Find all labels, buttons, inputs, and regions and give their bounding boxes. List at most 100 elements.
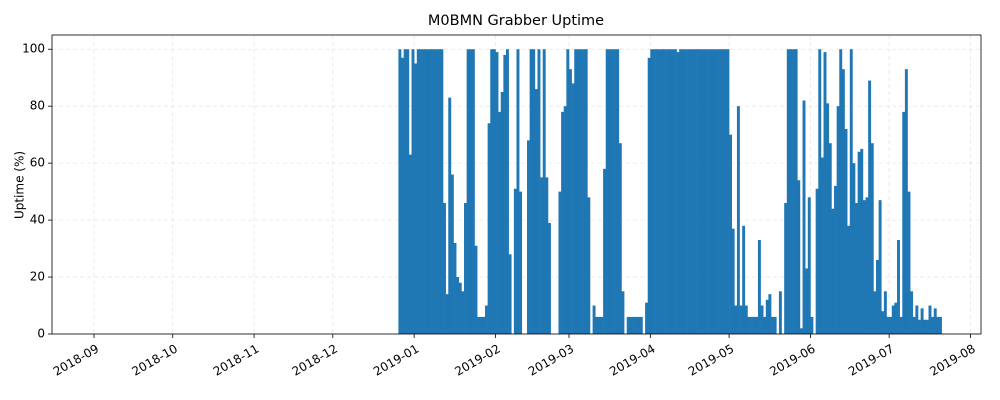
y-axis-label: Uptime (%) [13, 151, 27, 219]
bar [613, 49, 617, 334]
bar [799, 328, 803, 334]
x-tick-label: 2019-04 [607, 342, 657, 379]
bar [563, 106, 567, 334]
bar [532, 49, 536, 334]
bar [561, 111, 565, 334]
bar [668, 49, 672, 334]
bar [826, 103, 830, 334]
bar [600, 316, 604, 334]
bar [705, 49, 709, 334]
bar [673, 49, 677, 334]
bar [834, 185, 837, 334]
bar [873, 291, 877, 334]
bar [881, 311, 885, 334]
bar [815, 188, 819, 334]
bar [757, 240, 761, 334]
bar [406, 49, 410, 334]
bar [603, 168, 607, 334]
bar [660, 49, 664, 334]
bar [923, 319, 927, 334]
bar [681, 49, 685, 334]
bar [490, 49, 494, 334]
bar [498, 111, 502, 334]
bar [547, 222, 551, 334]
bar [899, 316, 903, 334]
bar [616, 49, 620, 334]
bar [639, 316, 643, 334]
bar [818, 49, 822, 334]
bar [891, 305, 895, 334]
bar [844, 128, 848, 334]
bar [424, 49, 428, 334]
x-tick-label: 2019-08 [927, 342, 977, 379]
bar [865, 197, 869, 334]
bar [794, 49, 798, 334]
bar [448, 97, 452, 335]
bar [920, 308, 924, 334]
bar [925, 319, 929, 334]
bar [763, 316, 767, 334]
bar [860, 148, 864, 334]
bar [676, 52, 680, 334]
bar [450, 174, 454, 334]
bar [700, 49, 704, 334]
chart-title: M0BMN Grabber Uptime [428, 13, 604, 29]
bar [849, 49, 853, 334]
bar [687, 49, 691, 334]
bar [694, 49, 698, 334]
y-tick-label: 80 [30, 99, 45, 113]
bar [435, 49, 439, 334]
bar [652, 49, 656, 334]
x-tick-label: 2019-01 [371, 342, 421, 379]
bar [689, 49, 693, 334]
bar [904, 69, 908, 335]
bar [928, 305, 932, 334]
bar [440, 49, 444, 334]
bar [765, 299, 769, 334]
bar [464, 203, 467, 334]
y-tick-label: 100 [22, 42, 45, 56]
bar [721, 49, 725, 334]
bar [936, 316, 940, 334]
bar [773, 316, 777, 334]
bar [897, 240, 900, 334]
bar [568, 69, 572, 335]
bar [912, 316, 916, 334]
bar [810, 316, 814, 334]
bar [715, 49, 719, 334]
bar [868, 80, 872, 334]
bar [876, 259, 879, 334]
bar [918, 319, 921, 334]
bar [739, 305, 743, 334]
bar [823, 52, 827, 334]
bar [645, 302, 649, 334]
bar [857, 151, 861, 334]
bar [403, 49, 407, 334]
bar [508, 254, 512, 334]
bar [519, 191, 523, 334]
bar [608, 49, 612, 334]
bar [487, 123, 491, 335]
bar [747, 316, 751, 334]
bar [755, 316, 759, 334]
bar [889, 316, 893, 334]
bar [443, 203, 446, 334]
bar [432, 49, 436, 334]
bar [566, 49, 570, 334]
bar [422, 49, 425, 334]
bar [482, 316, 486, 334]
y-tick-label: 40 [30, 213, 45, 227]
bar [731, 228, 735, 334]
bar [666, 49, 670, 334]
bar [797, 180, 801, 334]
bar [910, 291, 914, 334]
bar [542, 49, 546, 334]
bar [495, 52, 499, 334]
bar [697, 49, 701, 334]
bar [584, 49, 588, 334]
bar [878, 200, 882, 334]
bar [729, 134, 732, 334]
bar [477, 316, 481, 334]
bar [401, 57, 404, 335]
bar [618, 143, 622, 334]
